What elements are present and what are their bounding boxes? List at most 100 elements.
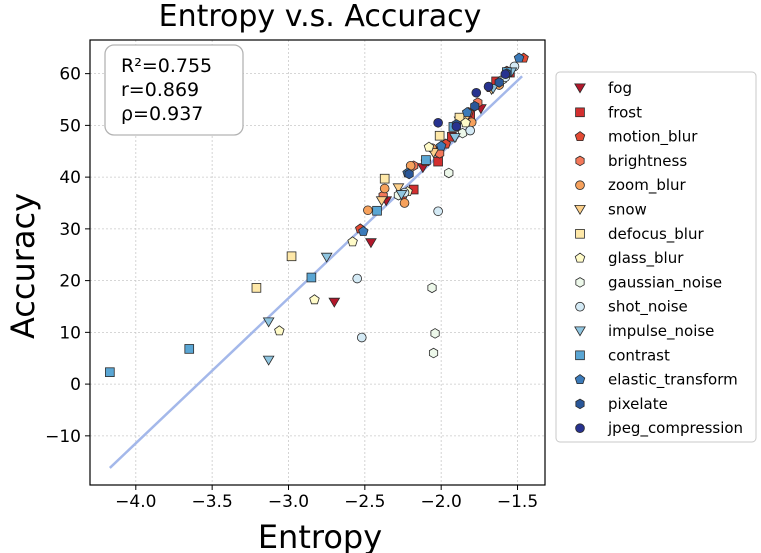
data-point-shot-noise [352, 273, 362, 284]
data-point-gaussian-noise [427, 282, 437, 294]
y-tick-label: −10 [45, 427, 81, 447]
data-point-jpeg-compression [500, 69, 511, 79]
data-point-contrast [372, 205, 382, 216]
legend: fog frost motion_blur brightness zoom_blursn… [555, 71, 757, 443]
legend-marker-zoom-blur [575, 180, 585, 191]
data-point-fog [365, 238, 377, 249]
data-point-defocus-blur [379, 173, 390, 184]
legend-label-fog: fog [608, 79, 632, 97]
y-tick-label: 30 [59, 220, 81, 240]
data-point-impulse-noise [449, 133, 461, 144]
data-point-pixelate [470, 100, 480, 112]
legend-marker-contrast [575, 350, 585, 361]
data-point-shot-noise [433, 206, 443, 217]
legend-label-pixelate: pixelate [608, 395, 668, 413]
data-point-jpeg-compression [471, 87, 482, 98]
legend-marker-brightness [575, 155, 585, 167]
data-point-jpeg-compression [451, 121, 462, 132]
y-tick-label: 50 [59, 116, 81, 136]
data-point-gaussian-noise [430, 328, 440, 339]
legend-label-frost: frost [608, 103, 642, 121]
legend-marker-snow [574, 204, 586, 215]
data-point-contrast [421, 155, 431, 165]
legend-marker-jpeg-compression [575, 423, 585, 434]
y-tick-label: 40 [59, 168, 81, 188]
data-point-elastic-transform [435, 140, 447, 151]
plot-frame [89, 39, 546, 486]
x-tick-label: −3.0 [268, 492, 309, 512]
x-tick-label: −2.0 [421, 492, 462, 512]
stat-pearson-r: r=0.869 [121, 79, 199, 101]
data-point-impulse-noise [395, 190, 408, 201]
data-point-defocus-blur [251, 283, 262, 293]
data-point-contrast [306, 272, 317, 283]
legend-label-shot-noise: shot_noise [608, 298, 688, 317]
legend-label-gaussian-noise: gaussian_noise [608, 273, 722, 292]
chart-title: Entropy v.s. Accuracy [159, 0, 482, 34]
legend-label-motion-blur: motion_blur [608, 128, 698, 147]
legend-frame [555, 71, 757, 443]
data-point-glass-blur [347, 236, 358, 247]
data-point-contrast [105, 367, 115, 377]
y-tick-label: 60 [59, 65, 81, 85]
data-point-glass-blur [309, 294, 320, 305]
legend-label-defocus-blur: defocus_blur [608, 225, 704, 244]
stats-box-frame [104, 44, 244, 136]
data-point-pixelate [404, 168, 414, 180]
legend-label-zoom-blur: zoom_blur [608, 176, 687, 195]
legend-marker-impulse-noise [574, 326, 586, 337]
data-point-zoom-blur [363, 205, 373, 216]
legend-marker-glass-blur [574, 252, 586, 263]
y-axis-title: Accuracy [4, 193, 42, 339]
data-point-shot-noise [465, 125, 475, 136]
data-point-snow [375, 196, 388, 207]
legend-label-elastic-transform: elastic_transform [608, 371, 738, 390]
data-point-gaussian-noise [444, 167, 454, 179]
legend-label-jpeg-compression: jpeg_compression [607, 419, 743, 438]
y-tick-label: 10 [59, 323, 81, 343]
data-point-glass-blur [460, 117, 471, 128]
stats-box: R²=0.755 r=0.869 ρ=0.937 [104, 44, 244, 136]
data-point-glass-blur [274, 325, 285, 336]
y-tick-label: 0 [70, 375, 81, 395]
y-tick-label: 20 [59, 272, 81, 292]
legend-label-contrast: contrast [608, 346, 670, 364]
data-point-glass-blur [423, 141, 435, 152]
data-point-impulse-noise [262, 317, 275, 328]
x-tick-label: −2.5 [344, 492, 385, 512]
legend-label-brightness: brightness [608, 152, 687, 170]
data-point-elastic-transform [513, 52, 525, 63]
legend-marker-defocus-blur [575, 228, 585, 239]
legend-marker-elastic-transform [574, 374, 586, 385]
data-point-frost [433, 156, 443, 167]
legend-label-glass-blur: glass_blur [608, 249, 684, 268]
legend-label-snow: snow [608, 201, 647, 219]
data-point-zoom-blur [379, 183, 390, 194]
data-point-defocus-blur [286, 251, 297, 262]
legend-marker-motion-blur [574, 131, 586, 142]
legend-marker-shot-noise [575, 301, 585, 312]
legend-marker-gaussian-noise [575, 277, 585, 288]
x-axis-title: Entropy [258, 518, 382, 553]
data-point-impulse-noise [320, 252, 333, 263]
data-point-impulse-noise [262, 355, 275, 366]
legend-marker-frost [575, 107, 585, 118]
legend-marker-fog [574, 83, 586, 94]
data-point-contrast [184, 344, 195, 354]
data-point-snow [392, 183, 405, 194]
data-point-pixelate [494, 77, 504, 88]
x-tick-label: −1.5 [497, 492, 538, 512]
data-point-elastic-transform [358, 225, 369, 236]
legend-label-impulse-noise: impulse_noise [608, 322, 714, 341]
stat-r-squared: R²=0.755 [121, 55, 212, 77]
stat-spearman-rho: ρ=0.937 [121, 103, 203, 125]
x-tick-label: −4.0 [115, 492, 156, 512]
x-tick-label: −3.5 [192, 492, 233, 512]
data-point-elastic-transform [461, 106, 473, 117]
data-point-jpeg-compression [433, 117, 443, 128]
data-point-defocus-blur [434, 130, 445, 141]
data-point-jpeg-compression [483, 81, 494, 92]
legend-marker-pixelate [575, 398, 585, 410]
data-point-fog [328, 297, 341, 308]
